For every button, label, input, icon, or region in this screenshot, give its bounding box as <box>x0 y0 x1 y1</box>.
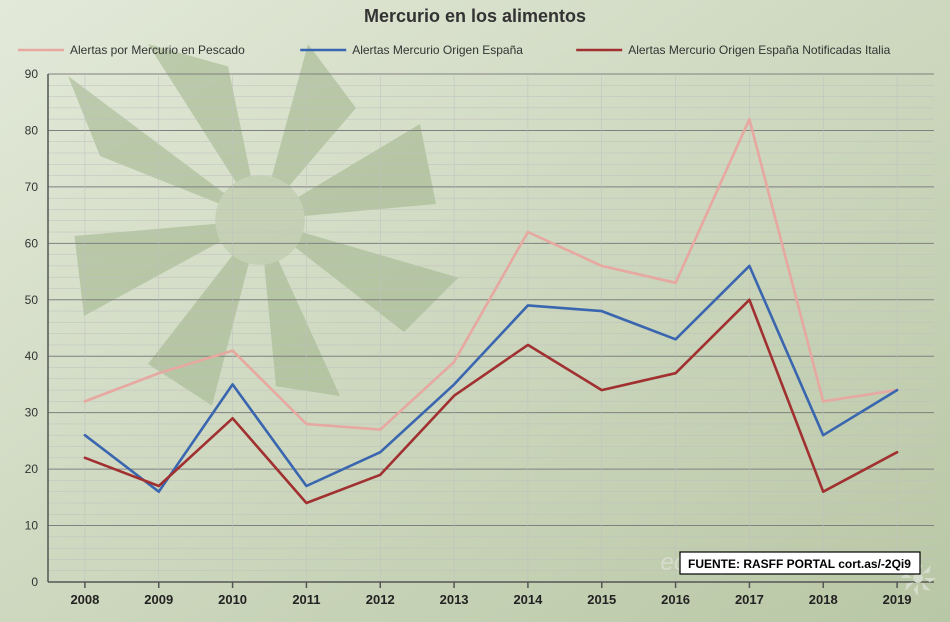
x-tick-label: 2017 <box>735 592 764 607</box>
y-tick-label: 30 <box>25 406 39 420</box>
x-tick-label: 2019 <box>883 592 912 607</box>
x-tick-label: 2018 <box>809 592 838 607</box>
legend-label: Alertas Mercurio Origen España Notificad… <box>628 43 890 57</box>
x-tick-label: 2016 <box>661 592 690 607</box>
legend-label: Alertas por Mercurio en Pescado <box>70 43 245 57</box>
x-tick-label: 2010 <box>218 592 247 607</box>
x-tick-label: 2011 <box>292 592 320 607</box>
y-tick-label: 40 <box>25 349 39 363</box>
x-tick-label: 2009 <box>144 592 173 607</box>
x-tick-label: 2014 <box>513 592 543 607</box>
source-text: FUENTE: RASFF PORTAL cort.as/-2Qi9 <box>688 557 911 571</box>
y-tick-label: 20 <box>25 462 39 476</box>
y-tick-label: 10 <box>25 519 39 533</box>
y-tick-label: 0 <box>31 575 38 589</box>
x-tick-label: 2013 <box>440 592 469 607</box>
x-tick-label: 2012 <box>366 592 395 607</box>
chart-title: Mercurio en los alimentos <box>364 6 586 26</box>
legend-label: Alertas Mercurio Origen España <box>352 43 523 57</box>
x-tick-label: 2008 <box>70 592 99 607</box>
y-tick-label: 80 <box>25 123 39 137</box>
x-tick-label: 2015 <box>587 592 616 607</box>
y-tick-label: 60 <box>25 236 39 250</box>
y-tick-label: 90 <box>25 67 39 81</box>
y-tick-label: 70 <box>25 180 39 194</box>
y-tick-label: 50 <box>25 293 39 307</box>
